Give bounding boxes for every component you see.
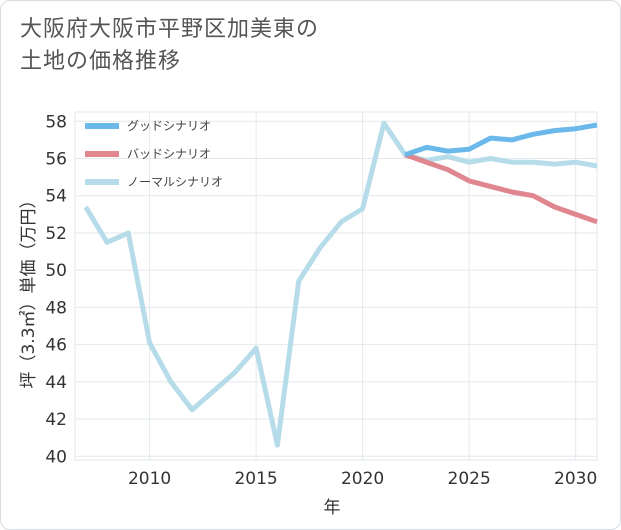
y-tick-label: 54 [45,187,67,207]
chart-title: 大阪府大阪市平野区加美東の 土地の価格推移 [20,14,580,78]
x-tick-label: 2030 [554,469,597,489]
chart-title-line-1: 大阪府大阪市平野区加美東の [20,17,320,42]
y-tick-label: 42 [45,410,67,430]
grid-lines [74,111,598,461]
legend-label: ノーマルシナリオ [127,175,223,189]
legend-label: グッドシナリオ [127,119,211,133]
x-tick-label: 2020 [341,469,384,489]
series-layer [83,120,598,448]
chart-title-line-2: 土地の価格推移 [20,49,182,74]
y-tick-label: 48 [45,298,67,318]
series-line-1 [404,152,598,225]
y-tick-label: 40 [45,447,67,467]
x-tick-label: 2010 [128,469,171,489]
y-tick-label: 58 [45,112,67,132]
x-tick-labels: 2010 2015 2020 2025 2030 [128,469,597,489]
y-tick-label: 50 [45,261,67,281]
y-tick-label: 44 [45,373,67,393]
x-tick-label: 2025 [448,469,491,489]
plot-frame [74,111,598,461]
y-axis-label: 坪（3.3㎡）単価（万円） [19,191,39,388]
legend-label: バッドシナリオ [127,147,211,161]
y-tick-label: 52 [45,224,67,244]
x-tick-label: 2015 [234,469,277,489]
y-tick-label: 46 [45,336,67,356]
x-axis-label: 年 [324,498,341,518]
y-tick-labels: 40 42 44 46 48 50 52 54 56 58 [45,112,67,467]
series-line-0 [404,122,598,158]
y-tick-label: 56 [45,150,67,170]
series-line-2 [83,120,598,448]
